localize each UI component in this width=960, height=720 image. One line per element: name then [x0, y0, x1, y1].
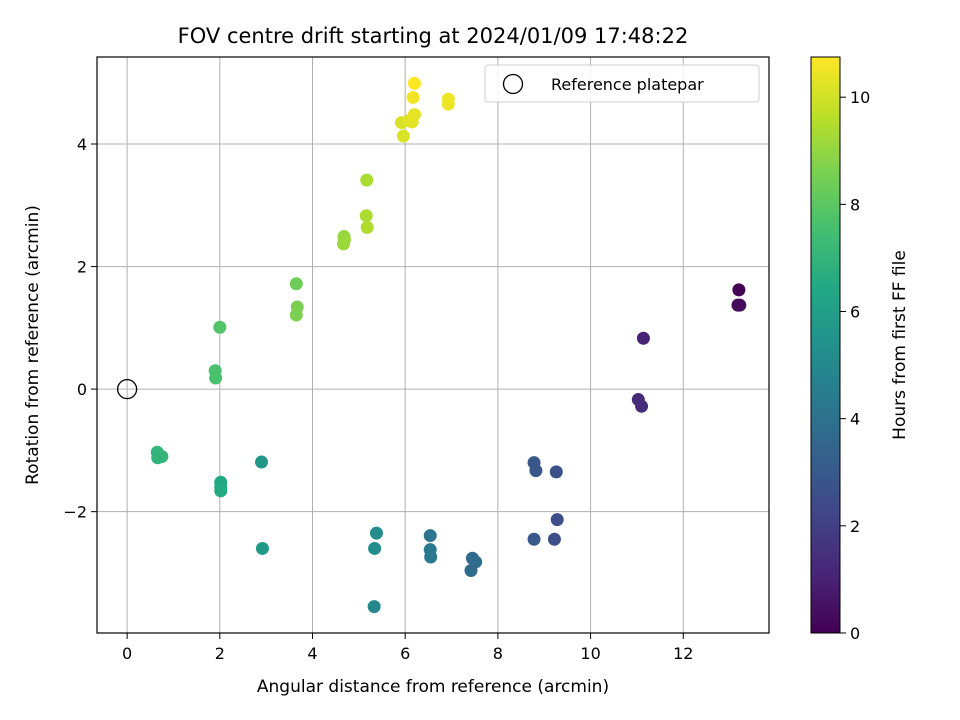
data-point — [213, 320, 227, 334]
data-point — [214, 484, 228, 498]
reference-marker-group — [116, 378, 138, 400]
legend: Reference platepar — [484, 64, 760, 103]
colorbar-tick-label: 8 — [850, 195, 860, 214]
data-point — [151, 451, 165, 465]
plot-frame — [96, 56, 770, 634]
data-point — [529, 464, 543, 478]
data-point — [406, 90, 420, 104]
data-point — [732, 283, 746, 297]
data-point — [424, 550, 438, 564]
x-tick-label: 0 — [122, 644, 132, 663]
data-point — [636, 331, 650, 345]
x-tick-label: 2 — [215, 644, 225, 663]
data-point — [635, 399, 649, 413]
data-point — [733, 298, 747, 312]
y-tick-label: 4 — [77, 135, 87, 154]
data-point — [407, 76, 421, 90]
data-point — [527, 532, 541, 546]
y-tick-label: 2 — [77, 258, 87, 277]
data-point — [550, 513, 564, 527]
colorbar-gradient — [810, 56, 841, 634]
y-tick-label: 0 — [77, 380, 87, 399]
data-point — [441, 97, 455, 111]
legend-box — [484, 64, 760, 103]
data-points — [150, 76, 747, 614]
reference-platepar-marker — [116, 378, 138, 400]
data-point — [359, 209, 373, 223]
data-point — [255, 541, 269, 555]
data-point — [360, 220, 374, 234]
data-point — [360, 173, 374, 187]
colorbar-tick-label: 10 — [850, 88, 870, 107]
x-tick-label: 6 — [400, 644, 410, 663]
colorbar: 0 2 4 6 8 10 Hours from first FF file — [810, 56, 910, 643]
x-tick-label: 12 — [673, 644, 693, 663]
data-point — [337, 237, 351, 251]
data-point — [255, 455, 269, 469]
data-point — [407, 108, 421, 122]
data-point — [367, 600, 381, 614]
data-point — [464, 563, 478, 577]
data-point — [209, 371, 223, 385]
data-point — [549, 465, 563, 479]
y-axis-ticks: −2 0 2 4 — [63, 135, 97, 522]
data-point — [369, 526, 383, 540]
y-tick-label: −2 — [63, 503, 87, 522]
colorbar-tick-label: 6 — [850, 303, 860, 322]
grid-lines — [97, 57, 769, 633]
x-axis-label: Angular distance from reference (arcmin) — [257, 677, 609, 697]
colorbar-tick-label: 2 — [850, 517, 860, 536]
x-tick-label: 8 — [493, 644, 503, 663]
legend-marker-reference — [502, 73, 524, 95]
data-point — [423, 529, 437, 543]
x-tick-label: 10 — [580, 644, 600, 663]
data-point — [396, 129, 410, 143]
colorbar-tick-label: 0 — [850, 624, 860, 643]
y-axis-label: Rotation from reference (arcmin) — [23, 205, 43, 485]
legend-label-reference: Reference platepar — [551, 75, 704, 94]
x-tick-label: 4 — [307, 644, 317, 663]
data-point — [368, 541, 382, 555]
data-point — [289, 308, 303, 322]
data-point — [289, 277, 303, 291]
colorbar-ticks: 0 2 4 6 8 10 — [840, 88, 870, 643]
colorbar-tick-label: 4 — [850, 410, 860, 429]
data-point — [547, 532, 561, 546]
x-axis-ticks: 0 2 4 6 8 10 12 — [122, 633, 693, 663]
chart-title: FOV centre drift starting at 2024/01/09 … — [178, 24, 689, 48]
colorbar-label: Hours from first FF file — [890, 250, 910, 440]
